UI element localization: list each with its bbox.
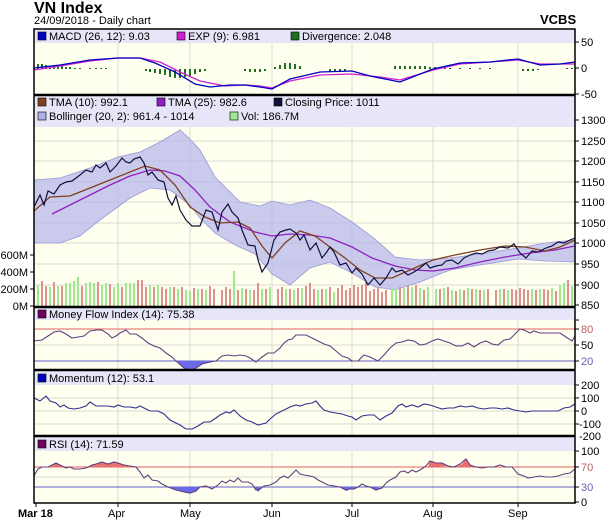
momentum-axis: 200 100 0 -100 -200 bbox=[579, 380, 601, 443]
chart-title: VN Index bbox=[34, 0, 103, 17]
macd-legend: MACD (26, 12): 9.03 EXP (9): 6.981 Diver… bbox=[37, 31, 391, 43]
svg-text:80: 80 bbox=[581, 324, 593, 336]
svg-text:May: May bbox=[180, 508, 201, 520]
svg-text:TMA (10): 992.1: TMA (10): 992.1 bbox=[49, 97, 128, 109]
svg-text:EXP (9): 6.981: EXP (9): 6.981 bbox=[188, 31, 260, 43]
panel-borders bbox=[33, 28, 576, 504]
mfi-legend: Money Flow Index (14): 75.38 bbox=[37, 309, 195, 321]
macd-panel bbox=[33, 29, 576, 95]
svg-text:Jun: Jun bbox=[263, 508, 281, 520]
tma25-swatch-icon bbox=[156, 97, 166, 107]
svg-text:70: 70 bbox=[581, 462, 593, 474]
svg-text:1000: 1000 bbox=[581, 238, 605, 250]
svg-text:TMA (25): 982.6: TMA (25): 982.6 bbox=[168, 97, 247, 109]
x-axis: Mar 18 Apr May Jun Jul Aug Sep bbox=[18, 508, 528, 520]
svg-text:900: 900 bbox=[581, 280, 599, 292]
svg-text:850: 850 bbox=[581, 300, 599, 312]
volume-bars bbox=[37, 271, 573, 307]
rsi-legend: RSI (14): 71.59 bbox=[37, 439, 124, 451]
svg-text:-100: -100 bbox=[579, 419, 601, 431]
momentum-legend: Momentum (12): 53.1 bbox=[37, 373, 154, 385]
svg-text:0: 0 bbox=[581, 63, 587, 75]
brand-label: VCBS bbox=[540, 12, 577, 27]
price-axis: 1300 1250 1200 1150 1100 1050 1000 950 9… bbox=[581, 115, 605, 312]
svg-text:950: 950 bbox=[581, 259, 599, 271]
svg-text:1050: 1050 bbox=[581, 218, 605, 230]
svg-text:20: 20 bbox=[581, 356, 593, 368]
svg-text:-200: -200 bbox=[579, 431, 601, 443]
close-swatch-icon bbox=[273, 97, 283, 107]
divergence-swatch-icon bbox=[290, 31, 300, 41]
svg-text:1250: 1250 bbox=[581, 136, 605, 148]
svg-text:100: 100 bbox=[581, 393, 599, 405]
svg-text:Sep: Sep bbox=[508, 508, 528, 520]
svg-text:50: 50 bbox=[581, 37, 593, 49]
volume-axis: 600M 400M 200M 0M bbox=[0, 250, 28, 313]
macd-swatch-icon bbox=[37, 31, 47, 41]
svg-text:200M: 200M bbox=[0, 284, 28, 296]
svg-text:Mar 18: Mar 18 bbox=[18, 508, 53, 520]
tma10-swatch-icon bbox=[37, 97, 47, 107]
svg-text:Closing Price: 1011: Closing Price: 1011 bbox=[285, 97, 380, 109]
svg-text:-50: -50 bbox=[581, 89, 597, 101]
svg-text:1200: 1200 bbox=[581, 156, 605, 168]
svg-text:0M: 0M bbox=[13, 301, 28, 313]
svg-text:Aug: Aug bbox=[423, 508, 443, 520]
svg-text:Jul: Jul bbox=[345, 508, 359, 520]
svg-text:100: 100 bbox=[581, 446, 599, 458]
svg-text:0: 0 bbox=[581, 497, 587, 509]
momentum-panel bbox=[33, 370, 576, 436]
mfi-axis: 80 50 20 bbox=[581, 324, 593, 368]
exp-swatch-icon bbox=[176, 31, 186, 41]
bollinger-swatch-icon bbox=[37, 111, 47, 121]
svg-text:1150: 1150 bbox=[581, 177, 605, 189]
rsi-swatch-icon bbox=[37, 439, 47, 449]
svg-text:1100: 1100 bbox=[581, 197, 605, 209]
svg-text:50: 50 bbox=[581, 340, 593, 352]
svg-text:Money Flow Index (14): 75.38: Money Flow Index (14): 75.38 bbox=[49, 309, 195, 321]
rsi-axis: 100 70 30 0 bbox=[581, 446, 599, 509]
rsi-panel bbox=[33, 436, 576, 503]
svg-text:Apr: Apr bbox=[108, 508, 125, 520]
svg-text:1300: 1300 bbox=[581, 115, 605, 127]
svg-text:Vol: 186.7M: Vol: 186.7M bbox=[241, 111, 299, 123]
svg-text:RSI (14): 71.59: RSI (14): 71.59 bbox=[49, 439, 124, 451]
mfi-swatch-icon bbox=[37, 309, 47, 319]
price-legend: TMA (10): 992.1 TMA (25): 982.6 Closing … bbox=[37, 97, 380, 123]
right-axis-ticks bbox=[30, 41, 579, 507]
svg-text:Momentum (12): 53.1: Momentum (12): 53.1 bbox=[49, 373, 154, 385]
svg-text:600M: 600M bbox=[0, 250, 28, 262]
svg-text:400M: 400M bbox=[0, 267, 28, 279]
momentum-swatch-icon bbox=[37, 373, 47, 383]
svg-text:0: 0 bbox=[581, 406, 587, 418]
volume-swatch-icon bbox=[229, 111, 239, 121]
price-panel bbox=[33, 95, 576, 307]
svg-text:200: 200 bbox=[581, 380, 599, 392]
svg-text:Bollinger (20, 2): 961.4 - 101: Bollinger (20, 2): 961.4 - 1014 bbox=[49, 111, 195, 123]
macd-axis: 50 0 -50 bbox=[581, 37, 597, 101]
svg-text:30: 30 bbox=[581, 482, 593, 494]
mfi-panel bbox=[33, 307, 576, 372]
svg-text:Divergence: 2.048: Divergence: 2.048 bbox=[302, 31, 391, 43]
svg-text:MACD (26, 12): 9.03: MACD (26, 12): 9.03 bbox=[49, 31, 150, 43]
chart-subtitle: 24/09/2018 - Daily chart bbox=[34, 15, 151, 27]
